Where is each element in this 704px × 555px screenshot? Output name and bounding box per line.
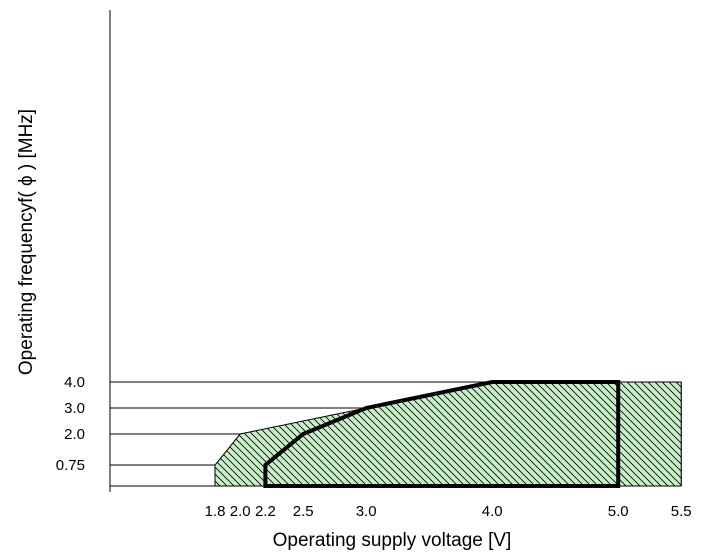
y-tick-label: 0.75	[56, 457, 85, 474]
x-tick-label: 1.8	[205, 503, 226, 520]
x-tick-label: 2.5	[293, 503, 314, 520]
outer-region-hatch	[215, 382, 682, 486]
x-tick-label: 2.2	[255, 503, 276, 520]
y-tick-label: 4.0	[64, 374, 85, 391]
x-tick-label: 5.5	[671, 503, 692, 520]
x-tick-label: 2.0	[230, 503, 251, 520]
x-axis-title: Operating supply voltage [V]	[273, 530, 512, 551]
x-tick-label: 5.0	[608, 503, 629, 520]
y-tick-label: 2.0	[64, 426, 85, 443]
x-tick-label: 4.0	[482, 503, 503, 520]
inner-region-outline	[263, 380, 621, 488]
y-tick-label: 3.0	[64, 400, 85, 417]
x-tick-label: 3.0	[356, 503, 377, 520]
y-axis-title: Operating frequencyf( ϕ ) [MHz]	[16, 109, 37, 375]
